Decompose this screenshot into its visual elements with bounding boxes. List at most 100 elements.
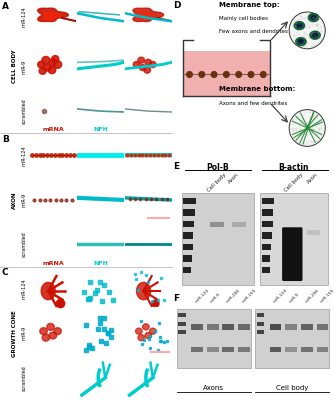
Bar [222, 324, 234, 330]
Text: Axons and few dendrites: Axons and few dendrites [219, 101, 288, 106]
Text: miR-9: miR-9 [22, 193, 26, 207]
Polygon shape [137, 282, 151, 300]
Text: Mainly cell bodies: Mainly cell bodies [219, 16, 268, 21]
Polygon shape [145, 59, 151, 65]
Text: D: D [173, 1, 180, 10]
Bar [232, 222, 246, 227]
Polygon shape [38, 8, 68, 22]
Bar [183, 209, 195, 216]
Bar [210, 222, 224, 227]
Text: Axon: Axon [306, 172, 318, 185]
Polygon shape [294, 22, 305, 30]
Bar [191, 346, 203, 352]
Bar [284, 228, 301, 280]
Bar [257, 313, 264, 318]
Bar [307, 230, 320, 235]
Bar [183, 198, 196, 204]
Polygon shape [51, 56, 59, 62]
Bar [285, 324, 297, 330]
Text: CELL BODY: CELL BODY [12, 50, 16, 84]
Bar [183, 244, 193, 250]
Polygon shape [48, 67, 55, 74]
Polygon shape [139, 12, 155, 19]
Bar [262, 267, 270, 273]
Text: miR-206: miR-206 [304, 288, 320, 304]
Text: Cell body: Cell body [284, 172, 305, 193]
Bar [178, 330, 186, 334]
Polygon shape [139, 64, 146, 70]
Polygon shape [296, 38, 306, 46]
Circle shape [261, 72, 266, 77]
Polygon shape [41, 282, 55, 300]
Text: NFH: NFH [93, 127, 108, 132]
Bar [260, 193, 328, 285]
Text: mRNA: mRNA [42, 127, 64, 132]
Bar [301, 324, 313, 330]
Text: Axon: Axon [227, 172, 240, 185]
Polygon shape [40, 328, 47, 335]
Bar [183, 51, 270, 96]
Polygon shape [308, 14, 319, 22]
Polygon shape [49, 332, 57, 339]
Polygon shape [39, 67, 46, 75]
Polygon shape [133, 62, 140, 68]
Text: C: C [2, 268, 8, 277]
Bar [238, 346, 250, 352]
Text: AXON: AXON [12, 191, 16, 209]
Bar [183, 256, 192, 262]
Polygon shape [43, 64, 51, 71]
Polygon shape [310, 31, 320, 39]
Text: Few axons and dendrites: Few axons and dendrites [219, 29, 288, 34]
Bar [257, 330, 264, 334]
Text: A: A [2, 2, 9, 11]
Text: Pol-B: Pol-B [206, 163, 229, 172]
Text: Cell body: Cell body [276, 385, 309, 391]
Text: Membrane top:: Membrane top: [219, 2, 280, 8]
Circle shape [187, 72, 192, 77]
Circle shape [199, 72, 205, 77]
Polygon shape [37, 61, 45, 68]
Polygon shape [47, 323, 54, 330]
Text: Axons: Axons [203, 385, 224, 391]
Bar [177, 309, 251, 368]
Bar [222, 346, 234, 352]
Bar [207, 346, 218, 352]
Text: scrambled: scrambled [22, 98, 26, 124]
Text: miR-124: miR-124 [22, 145, 26, 166]
Text: NFH: NFH [93, 261, 108, 266]
Polygon shape [138, 57, 144, 63]
Polygon shape [311, 16, 316, 20]
Text: miR-124: miR-124 [273, 288, 288, 304]
Text: B-actin: B-actin [278, 163, 308, 172]
Bar [270, 324, 281, 330]
Text: Membrane bottom:: Membrane bottom: [219, 86, 296, 92]
Bar [178, 313, 186, 318]
Bar [257, 322, 264, 326]
Polygon shape [54, 62, 61, 68]
Bar [183, 267, 191, 273]
Polygon shape [42, 57, 49, 63]
Text: mRNA: mRNA [42, 261, 64, 266]
Text: miR-9: miR-9 [22, 60, 26, 74]
Bar [178, 322, 186, 326]
Text: miR-9: miR-9 [22, 326, 26, 340]
Polygon shape [42, 334, 50, 341]
Bar [262, 209, 274, 216]
Polygon shape [313, 33, 317, 37]
Bar [262, 221, 273, 227]
Polygon shape [136, 328, 142, 334]
Text: F: F [173, 294, 179, 303]
Bar [207, 324, 218, 330]
Text: miR-124: miR-124 [22, 279, 26, 299]
Polygon shape [143, 324, 149, 330]
Bar [256, 309, 329, 368]
Text: scrambled: scrambled [22, 365, 26, 391]
Polygon shape [138, 335, 144, 341]
Bar [262, 244, 271, 250]
Text: Cell body: Cell body [207, 172, 227, 193]
Text: miR-9: miR-9 [210, 292, 222, 304]
Circle shape [211, 72, 217, 77]
Bar [183, 232, 193, 239]
Text: B: B [2, 135, 9, 144]
FancyBboxPatch shape [282, 227, 303, 281]
